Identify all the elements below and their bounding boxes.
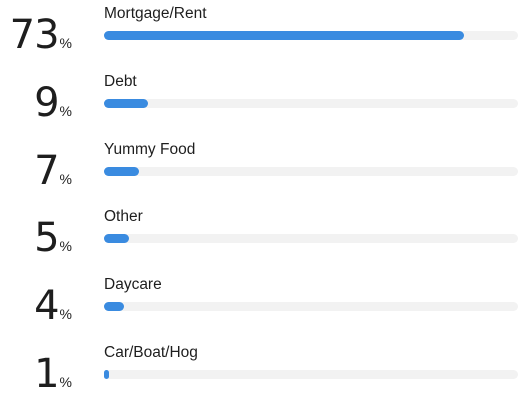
- percent-sign: %: [59, 103, 72, 119]
- chart-row: 9% Debt: [0, 73, 518, 133]
- chart-row: 73% Mortgage/Rent: [0, 5, 518, 65]
- chart-row: 1% Car/Boat/Hog: [0, 344, 518, 404]
- category-label: Mortgage/Rent: [104, 5, 207, 22]
- percent-number: 7: [34, 148, 59, 194]
- bar-track: [104, 31, 518, 40]
- chart-row: 5% Other: [0, 208, 518, 268]
- bar-track: [104, 234, 518, 243]
- percent-value: 9%: [34, 73, 72, 133]
- percent-sign: %: [59, 306, 72, 322]
- percent-value: 7%: [34, 141, 72, 201]
- bar-track: [104, 167, 518, 176]
- bar-fill: [104, 99, 149, 108]
- bar-track: [104, 99, 518, 108]
- category-label: Yummy Food: [104, 141, 196, 158]
- percent-number: 73: [9, 12, 60, 58]
- percent-number: 9: [34, 80, 59, 126]
- bar-track: [104, 370, 518, 379]
- percent-number: 4: [34, 283, 59, 329]
- percent-sign: %: [59, 35, 72, 51]
- bar-track: [104, 302, 518, 311]
- percent-number: 5: [34, 215, 59, 261]
- bar-fill: [104, 370, 109, 379]
- percent-sign: %: [59, 374, 72, 390]
- chart-row: 4% Daycare: [0, 276, 518, 336]
- percent-number: 1: [34, 351, 59, 397]
- bar-fill: [104, 234, 129, 243]
- percent-value: 1%: [34, 344, 72, 404]
- percent-value: 73%: [10, 5, 72, 65]
- bar-fill: [104, 167, 139, 176]
- category-label: Daycare: [104, 276, 162, 293]
- percent-sign: %: [59, 171, 72, 187]
- bar-fill: [104, 31, 464, 40]
- category-label: Debt: [104, 73, 137, 90]
- percent-sign: %: [59, 238, 72, 254]
- category-label: Car/Boat/Hog: [104, 344, 198, 361]
- percent-value: 5%: [34, 208, 72, 268]
- category-label: Other: [104, 208, 143, 225]
- bar-fill: [104, 302, 124, 311]
- chart-row: 7% Yummy Food: [0, 141, 518, 201]
- percent-value: 4%: [34, 276, 72, 336]
